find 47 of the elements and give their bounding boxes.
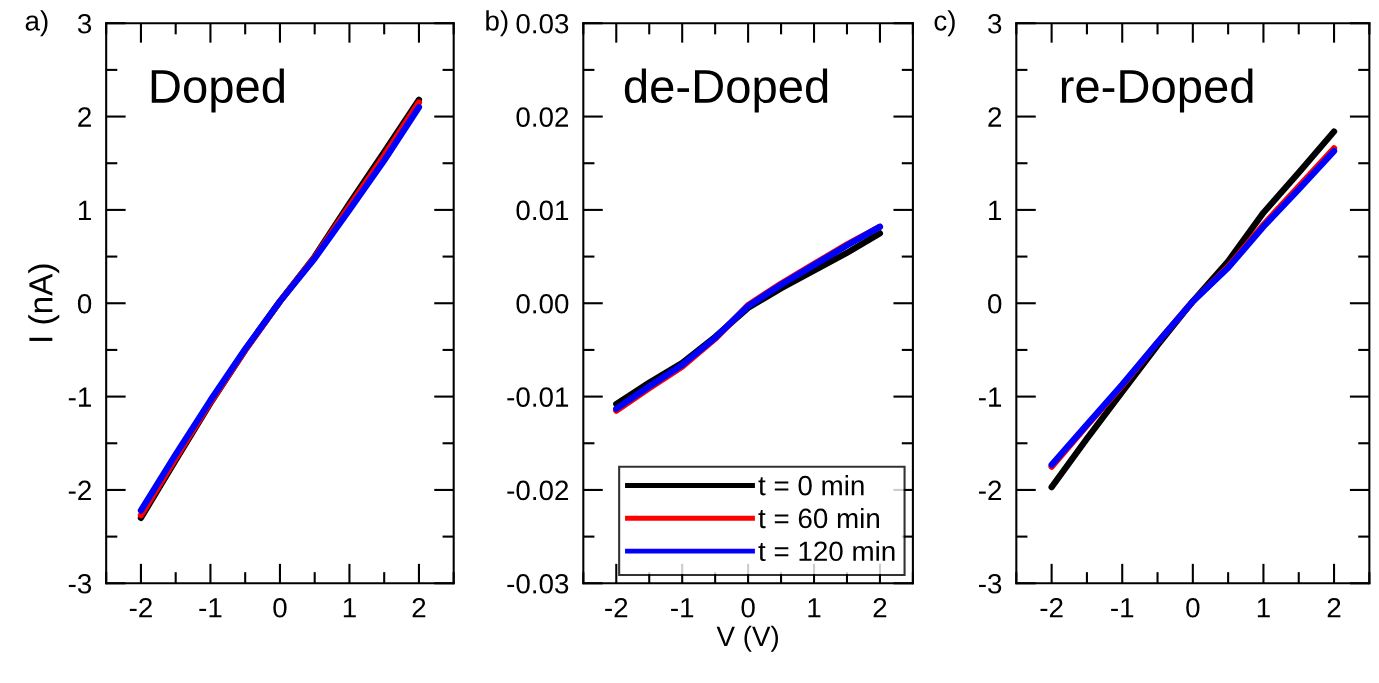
x-tick-label: 2 bbox=[873, 597, 887, 618]
x-tick-label: 2 bbox=[1327, 597, 1341, 618]
y-axis-title: I (nA) bbox=[28, 264, 60, 341]
y-tick-label: -0.02 bbox=[507, 480, 569, 501]
x-tick-label: 1 bbox=[808, 598, 821, 618]
x-tick-label: -2 bbox=[605, 597, 628, 618]
text: a) bbox=[25, 10, 48, 37]
y-tick-label: 2 bbox=[988, 107, 1002, 127]
text: c) bbox=[934, 10, 955, 37]
y-tick-label: 2 bbox=[78, 107, 91, 127]
y-tick-label: -1 bbox=[978, 387, 1002, 407]
x-tick-label: -2 bbox=[129, 597, 152, 618]
x-tick-label: -1 bbox=[671, 598, 694, 618]
x-tick-label: 0 bbox=[273, 597, 287, 618]
y-tick-label: -3 bbox=[68, 573, 92, 594]
text: re-Doped bbox=[1061, 68, 1253, 113]
y-tick-label: -2 bbox=[978, 480, 1002, 500]
legend-label: t = 0 min bbox=[758, 475, 864, 496]
y-tick-label: 0 bbox=[988, 293, 1002, 314]
y-tick-label: -1 bbox=[68, 387, 91, 407]
y-tick-label: 3 bbox=[988, 13, 1002, 34]
y-tick-label: 1 bbox=[78, 200, 91, 220]
y-tick-label: 3 bbox=[77, 13, 92, 34]
text: Doped bbox=[151, 68, 284, 113]
text: de-Doped bbox=[624, 68, 828, 113]
x-tick-label: 2 bbox=[412, 597, 426, 618]
y-tick-label: 0.02 bbox=[516, 107, 569, 127]
text: b) bbox=[486, 10, 508, 37]
y-tick-label: -0.01 bbox=[507, 387, 569, 407]
legend-label: t = 60 min bbox=[758, 507, 879, 529]
x-tick-label: 1 bbox=[343, 598, 356, 618]
x-tick-label: 0 bbox=[741, 597, 755, 618]
x-tick-label: -2 bbox=[1040, 597, 1063, 618]
y-tick-label: -3 bbox=[978, 573, 1002, 594]
y-tick-label: 1 bbox=[989, 200, 1002, 220]
legend-label: t = 120 min bbox=[758, 540, 895, 562]
y-tick-label: 0.00 bbox=[516, 293, 569, 314]
y-tick-label: 0 bbox=[77, 293, 92, 314]
y-tick-label: -0.03 bbox=[507, 573, 569, 594]
x-tick-label: -1 bbox=[1111, 598, 1134, 618]
x-axis-title: V (V) bbox=[716, 625, 779, 652]
x-tick-label: -1 bbox=[199, 598, 222, 618]
y-tick-label: 0.03 bbox=[516, 13, 569, 34]
y-tick-label: 0.01 bbox=[516, 200, 569, 221]
y-tick-label: -2 bbox=[68, 480, 91, 500]
x-tick-label: 0 bbox=[1186, 597, 1200, 618]
x-tick-label: 1 bbox=[1257, 598, 1270, 618]
